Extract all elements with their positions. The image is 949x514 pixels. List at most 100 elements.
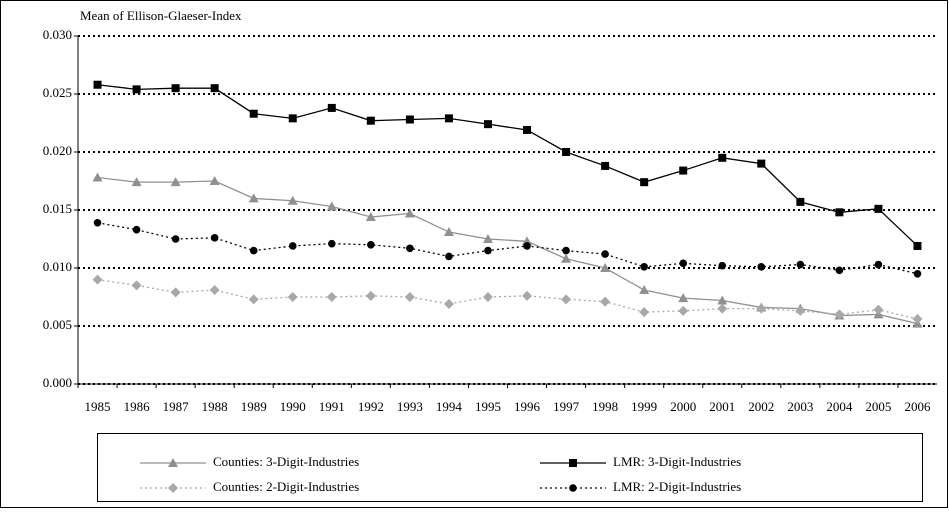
data-point <box>873 304 884 315</box>
data-point <box>522 290 533 301</box>
x-tick-label: 1988 <box>202 399 228 414</box>
x-tick-label: 1999 <box>631 399 657 414</box>
y-tick-label: 0.025 <box>43 85 72 100</box>
x-tick-label: 1987 <box>163 399 190 414</box>
data-point <box>170 177 181 187</box>
data-point <box>287 195 298 205</box>
data-point <box>171 235 180 243</box>
data-point <box>92 274 103 285</box>
data-point <box>678 293 689 303</box>
data-point <box>209 176 220 185</box>
legend-label: Counties: 3-Digit-Industries <box>213 454 359 469</box>
data-point <box>288 114 297 123</box>
data-point <box>327 239 336 248</box>
data-point <box>210 234 219 242</box>
x-tick-label: 2006 <box>904 399 931 414</box>
data-point <box>367 241 375 249</box>
data-point <box>365 211 376 221</box>
data-point <box>523 125 532 134</box>
data-point <box>913 270 922 278</box>
data-point <box>523 242 531 250</box>
data-point <box>445 252 453 261</box>
legend-box <box>97 433 923 502</box>
x-tick-label: 1997 <box>553 399 580 414</box>
data-point <box>132 225 141 234</box>
data-point <box>404 208 415 218</box>
data-point <box>131 177 142 187</box>
data-point <box>561 294 572 305</box>
legend-marker <box>168 483 178 493</box>
data-point <box>757 263 766 271</box>
data-point <box>132 85 141 94</box>
data-point <box>327 103 336 112</box>
x-tick-label: 1992 <box>358 399 384 414</box>
data-point <box>796 197 805 206</box>
data-point <box>287 292 298 302</box>
data-point <box>600 263 611 272</box>
data-point <box>249 109 258 118</box>
x-tick-label: 1990 <box>280 399 306 414</box>
y-tick-label: 0.010 <box>43 259 72 274</box>
data-point <box>639 285 650 295</box>
data-point <box>93 218 102 227</box>
data-point <box>639 307 650 318</box>
data-point <box>640 263 648 271</box>
data-point <box>406 244 414 253</box>
data-point <box>679 166 688 175</box>
y-tick-label: 0.015 <box>43 201 72 216</box>
x-tick-label: 1995 <box>475 399 501 414</box>
x-tick-label: 2001 <box>709 399 735 414</box>
x-tick-label: 1993 <box>397 399 423 414</box>
x-tick-label: 1994 <box>436 399 463 414</box>
data-point <box>171 84 180 93</box>
series-line <box>97 278 918 320</box>
data-point <box>443 227 454 237</box>
series-line <box>97 84 918 247</box>
data-point <box>482 292 493 302</box>
data-point <box>679 259 688 268</box>
x-tick-label: 2005 <box>865 399 891 414</box>
x-tick-label: 2004 <box>826 399 853 414</box>
series-line <box>97 176 918 325</box>
data-point <box>443 298 454 309</box>
data-point <box>405 115 414 124</box>
data-point <box>874 260 883 269</box>
data-point <box>874 204 883 213</box>
data-point <box>835 208 844 217</box>
series-line <box>97 222 918 275</box>
legend-label: LMR: 3-Digit-Industries <box>613 454 741 469</box>
data-point <box>718 153 727 162</box>
y-tick-label: 0.000 <box>43 375 72 390</box>
data-point <box>717 303 728 314</box>
data-point <box>209 285 220 296</box>
data-point <box>562 246 570 255</box>
data-point <box>249 246 258 255</box>
data-point <box>93 80 102 89</box>
data-point <box>522 236 533 246</box>
data-point <box>835 266 844 275</box>
data-point <box>717 295 728 305</box>
x-tick-label: 1996 <box>514 399 541 414</box>
data-point <box>248 193 259 203</box>
data-point <box>365 290 376 301</box>
x-tick-label: 1985 <box>85 399 111 414</box>
y-tick-label: 0.020 <box>43 143 72 158</box>
data-point <box>92 172 103 182</box>
legend-label: Counties: 2-Digit-Industries <box>213 479 359 494</box>
y-tick-label: 0.030 <box>43 27 72 42</box>
data-point <box>757 159 766 168</box>
data-point <box>131 280 142 291</box>
data-point <box>484 246 492 255</box>
data-point <box>326 201 337 211</box>
x-tick-label: 2000 <box>670 399 696 414</box>
data-point <box>561 253 572 263</box>
data-point <box>795 305 806 316</box>
data-point <box>483 120 492 129</box>
data-point <box>248 294 259 305</box>
data-point <box>404 292 415 302</box>
data-point <box>288 242 297 250</box>
data-point <box>326 292 337 302</box>
data-point <box>912 314 923 325</box>
data-point <box>366 116 375 125</box>
data-point <box>601 250 609 258</box>
